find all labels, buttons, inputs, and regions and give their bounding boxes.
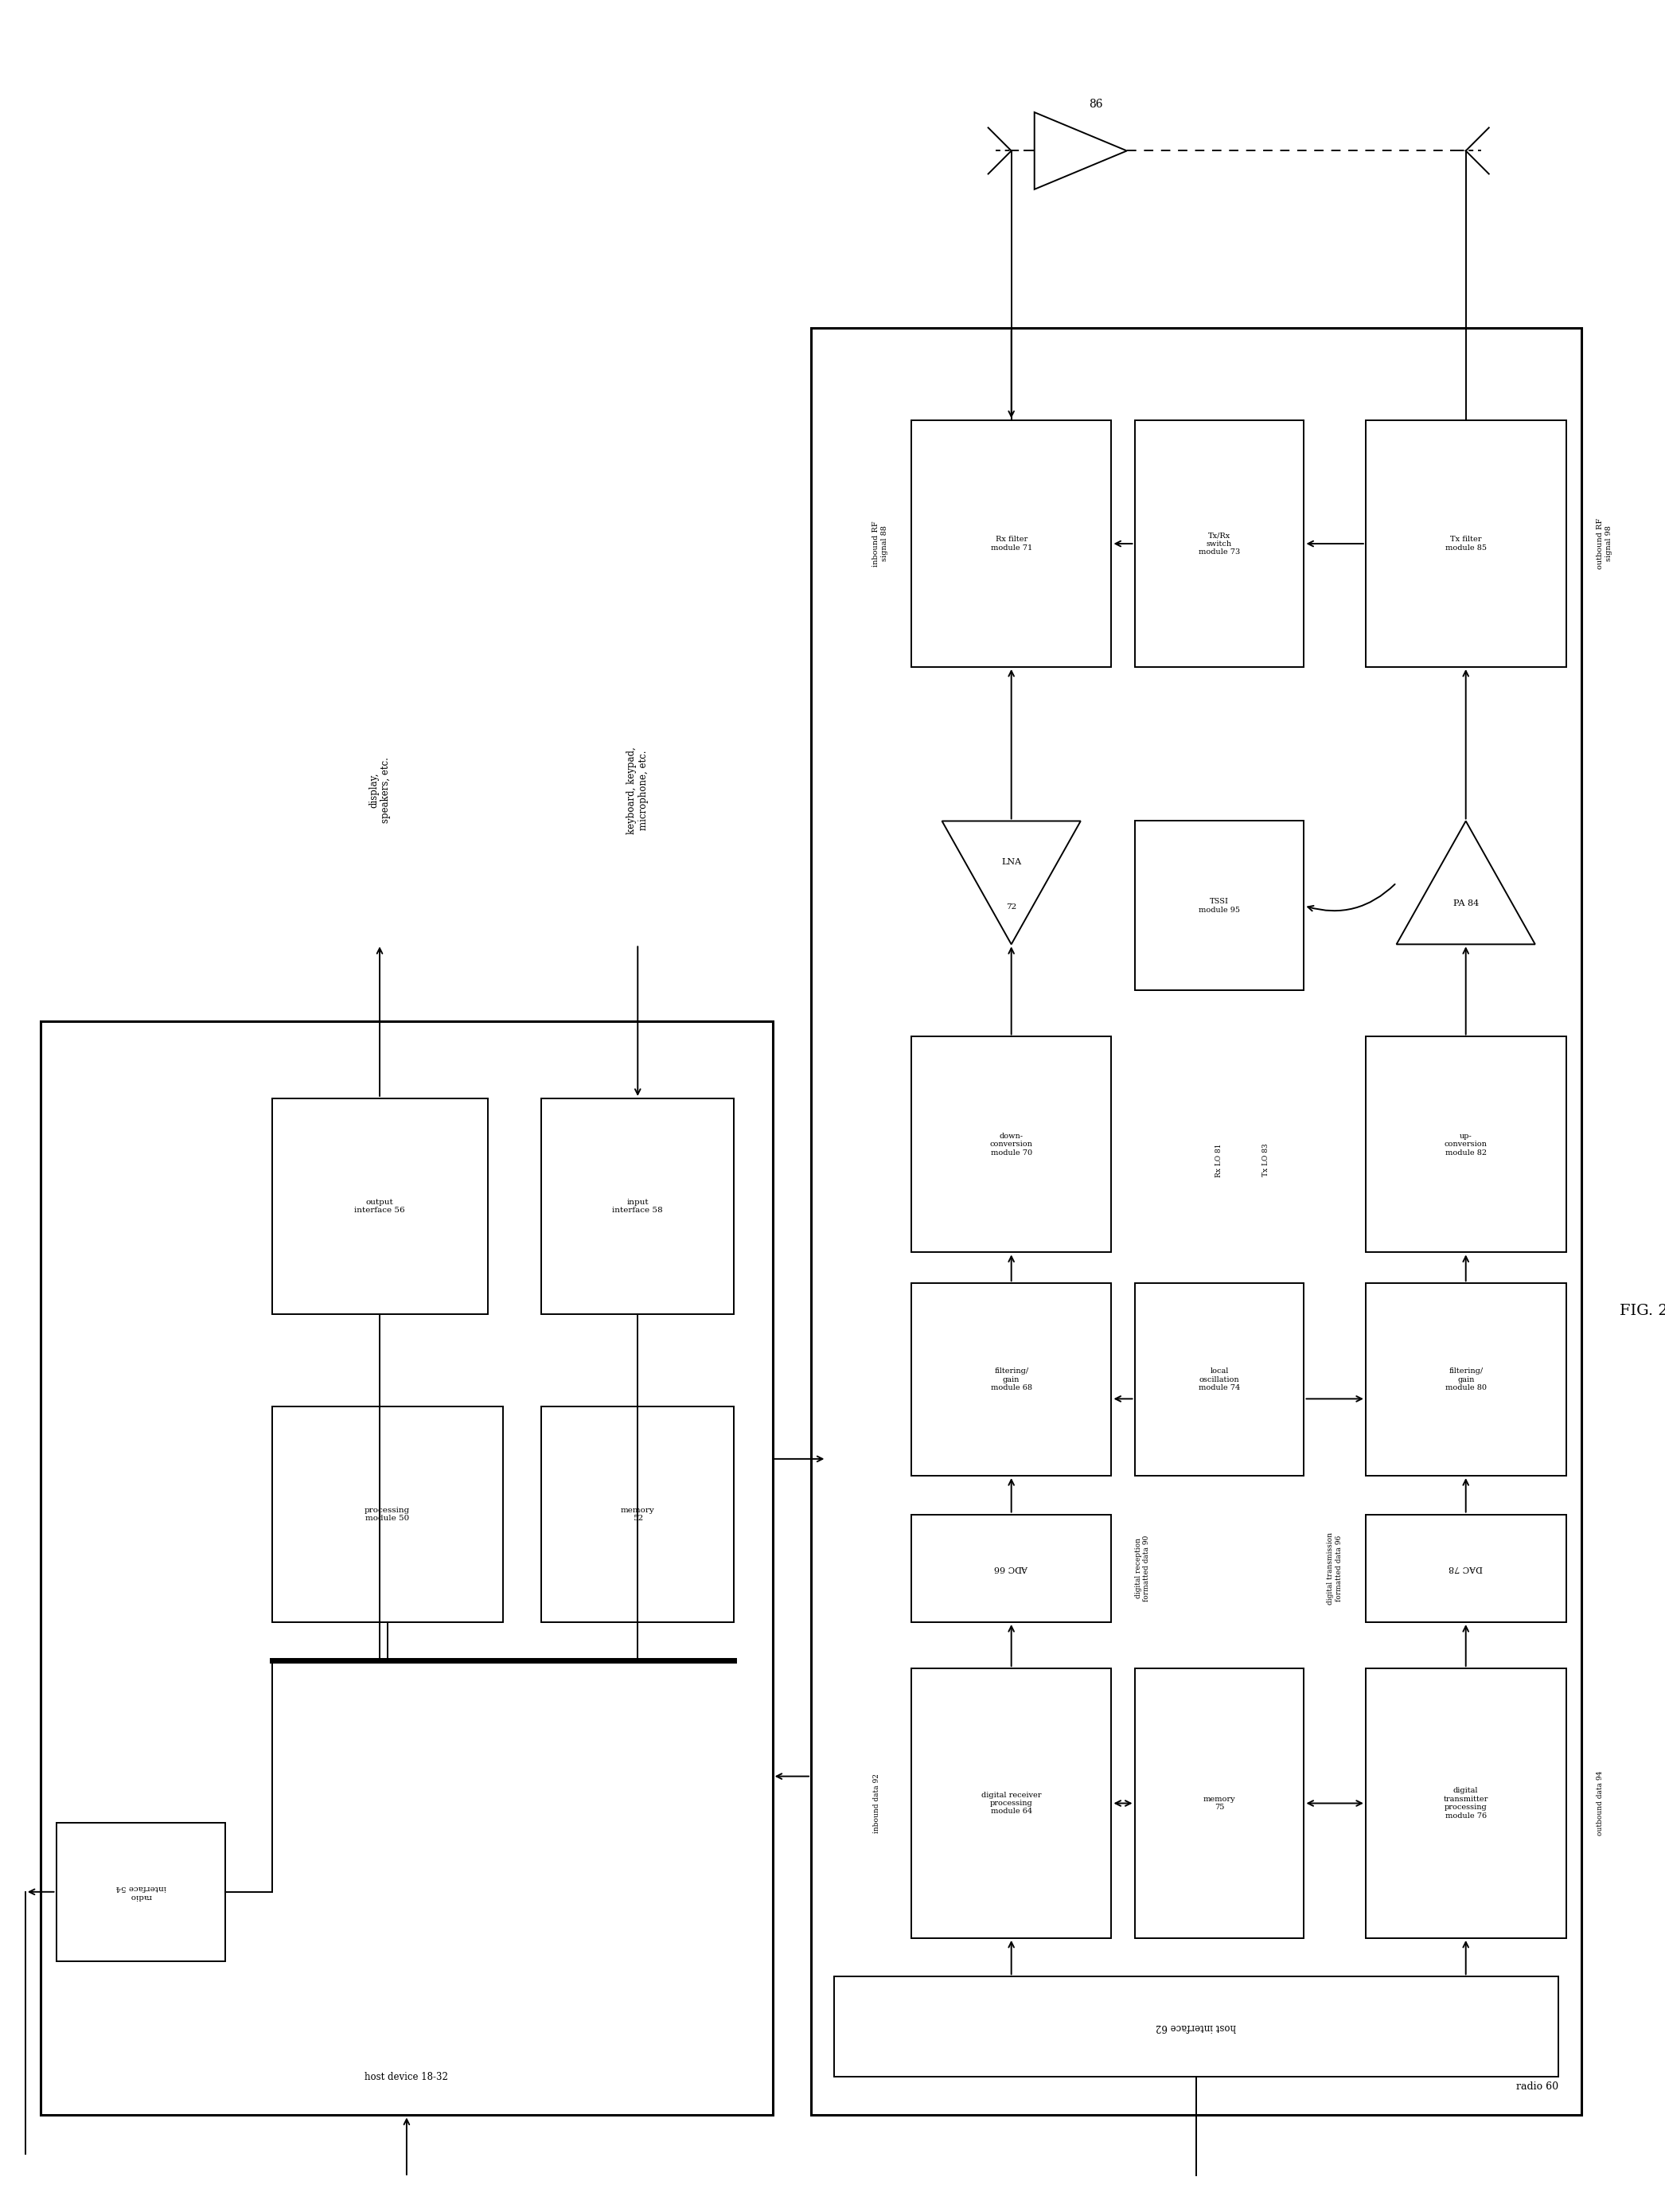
Bar (1365, 1037, 1567, 1252)
Text: host device 18-32: host device 18-32 (365, 2073, 448, 2081)
Text: input
interface 58: input interface 58 (613, 1199, 663, 1214)
Text: inbound RF
signal 88: inbound RF signal 88 (872, 520, 887, 566)
Bar (271, 1407, 503, 1621)
Polygon shape (1034, 113, 1127, 190)
Text: output
interface 56: output interface 56 (355, 1199, 405, 1214)
Bar (834, 1978, 1558, 2077)
Bar (1365, 1668, 1567, 1938)
Text: up-
conversion
module 82: up- conversion module 82 (1444, 1133, 1487, 1157)
Text: outbound RF
signal 98: outbound RF signal 98 (1597, 518, 1612, 568)
Text: memory
75: memory 75 (1204, 1796, 1235, 1812)
Text: processing
module 50: processing module 50 (365, 1506, 410, 1522)
Bar (40, 1022, 773, 2115)
Bar (911, 1515, 1112, 1621)
Bar (1134, 1283, 1304, 1475)
Text: Tx/Rx
switch
module 73: Tx/Rx switch module 73 (1199, 531, 1240, 555)
Text: ADC 66: ADC 66 (994, 1564, 1029, 1573)
Text: FIG. 2: FIG. 2 (1620, 1303, 1665, 1318)
Bar (541, 1407, 734, 1621)
Text: radio 60: radio 60 (1515, 2081, 1558, 2093)
Bar (1365, 1283, 1567, 1475)
Bar (911, 420, 1112, 668)
Bar (541, 1099, 734, 1314)
Text: digital
transmitter
processing
module 76: digital transmitter processing module 76 (1444, 1787, 1489, 1818)
Bar (911, 1037, 1112, 1252)
Text: digital transmission
formatted data 96: digital transmission formatted data 96 (1327, 1533, 1342, 1604)
Text: LNA: LNA (1001, 858, 1021, 867)
Text: outbound data 94: outbound data 94 (1597, 1772, 1603, 1836)
Text: DAC 78: DAC 78 (1449, 1564, 1484, 1573)
Text: Tx filter
module 85: Tx filter module 85 (1445, 535, 1487, 551)
Bar (811, 327, 1582, 2115)
Bar (271, 1099, 488, 1314)
Text: digital reception
formatted data 90: digital reception formatted data 90 (1134, 1535, 1151, 1601)
Bar (1365, 1515, 1567, 1621)
Text: digital receiver
processing
module 64: digital receiver processing module 64 (981, 1792, 1041, 1816)
Text: filtering/
gain
module 68: filtering/ gain module 68 (991, 1367, 1032, 1391)
Bar (1134, 821, 1304, 991)
Polygon shape (1397, 821, 1535, 945)
Text: filtering/
gain
module 80: filtering/ gain module 80 (1445, 1367, 1487, 1391)
Text: 72: 72 (1006, 905, 1017, 911)
Text: down-
conversion
module 70: down- conversion module 70 (991, 1133, 1032, 1157)
Text: keyboard, keypad,
microphone, etc.: keyboard, keypad, microphone, etc. (626, 745, 649, 834)
Bar (1365, 420, 1567, 668)
Bar (57, 1823, 225, 1962)
Bar (911, 1668, 1112, 1938)
Text: Rx LO 81: Rx LO 81 (1215, 1144, 1222, 1177)
Text: PA 84: PA 84 (1454, 900, 1479, 907)
Text: 86: 86 (1089, 100, 1102, 111)
Text: Tx LO 83: Tx LO 83 (1262, 1144, 1269, 1177)
Text: inbound data 92: inbound data 92 (872, 1774, 881, 1834)
Bar (911, 1283, 1112, 1475)
Text: Rx filter
module 71: Rx filter module 71 (991, 535, 1032, 551)
Text: TSSI
module 95: TSSI module 95 (1199, 898, 1240, 914)
Text: radio
interface 54: radio interface 54 (115, 1885, 167, 1900)
Text: memory
52: memory 52 (621, 1506, 654, 1522)
Text: display,
speakers, etc.: display, speakers, etc. (368, 757, 391, 823)
Text: local
oscillation
module 74: local oscillation module 74 (1199, 1367, 1240, 1391)
Polygon shape (942, 821, 1081, 945)
Text: host interface 62: host interface 62 (1156, 2022, 1237, 2033)
Bar (1134, 420, 1304, 668)
Bar (1134, 1668, 1304, 1938)
